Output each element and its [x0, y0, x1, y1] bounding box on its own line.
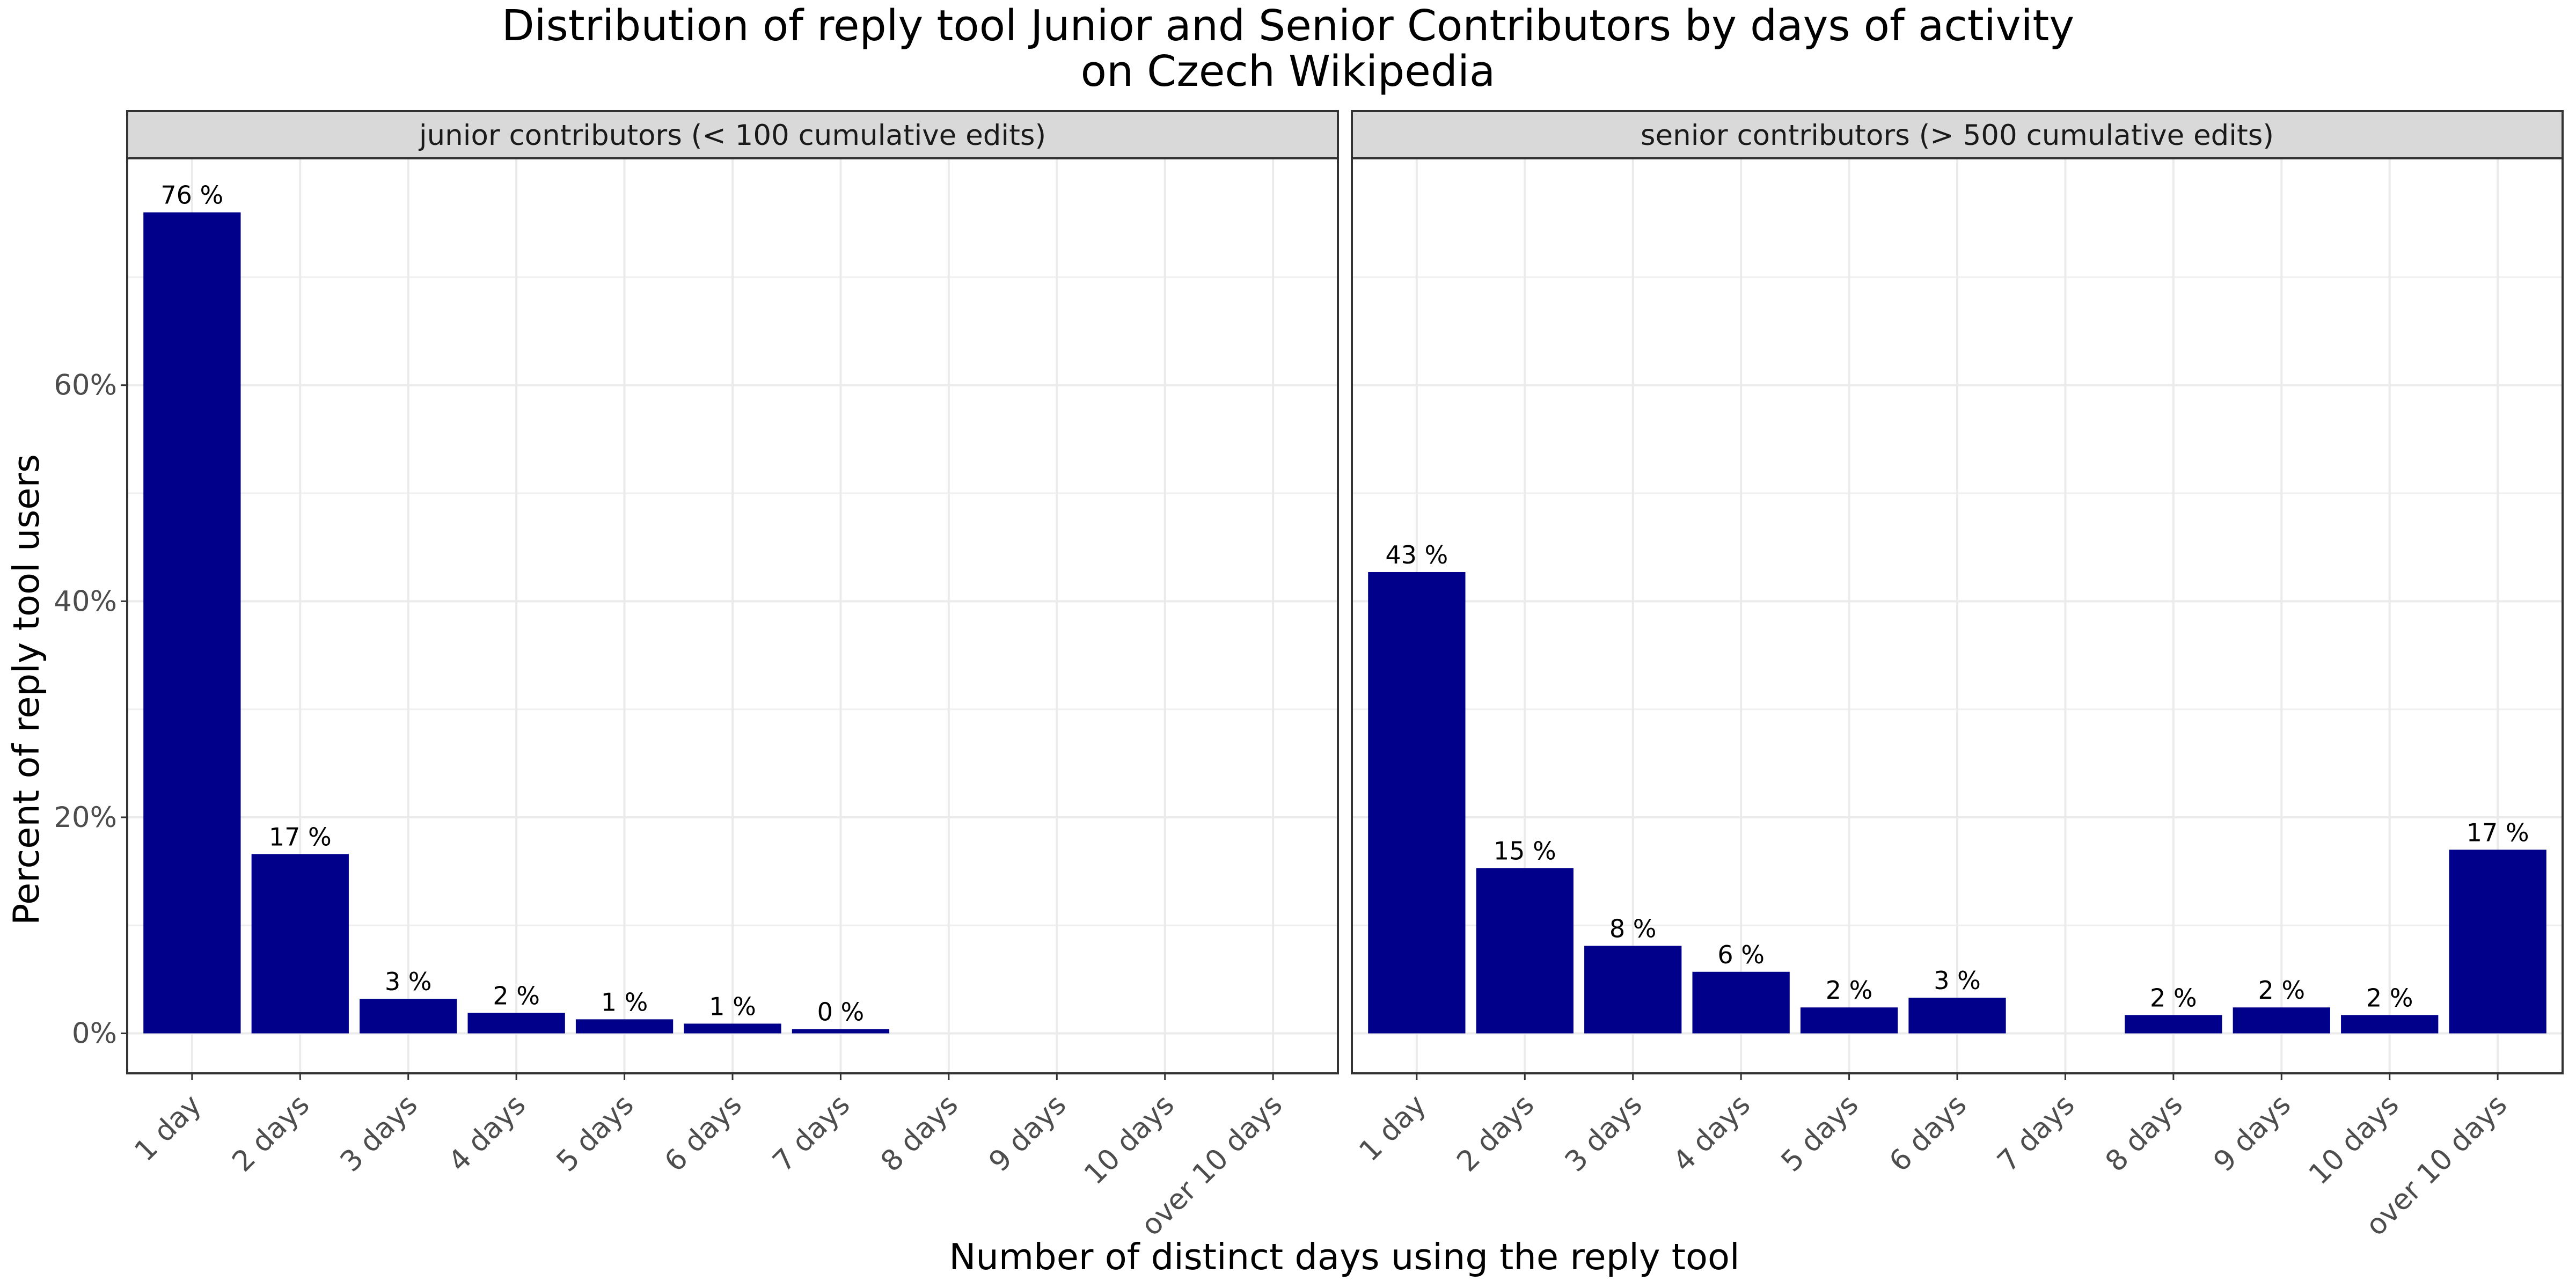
x-tick-label: 3 days	[1559, 1088, 1649, 1178]
data-label: 15 %	[1494, 837, 1556, 866]
facet-panel-2: 43 % 15 % 8 % 6 % 2 % 3 % 2 % 2 % 2 % 17 % senior …	[1351, 110, 2564, 1242]
data-label: 2 %	[493, 981, 540, 1010]
bar	[575, 1019, 674, 1034]
data-label: 2 %	[2258, 976, 2305, 1005]
facet-strip	[126, 110, 1339, 159]
bar	[1584, 946, 1682, 1034]
x-tick-label: 10 days	[2303, 1088, 2405, 1191]
bar	[2233, 1007, 2330, 1034]
facet-panels: 0% 20% 40% 60% 76 % 17 % 3 % 2 % 1 % 1 % 0 % junior…	[54, 110, 2564, 1242]
y-tick-label: 20%	[54, 801, 117, 834]
x-tick-label: 2 days	[226, 1088, 316, 1178]
y-axis-title: Percent of reply tool users	[5, 454, 47, 925]
bar	[143, 212, 241, 1034]
x-tick-label: 2 days	[1451, 1088, 1540, 1178]
bar	[2125, 1015, 2222, 1034]
bar	[2341, 1015, 2439, 1034]
bar	[2449, 850, 2546, 1034]
chart-title-line-2: on Czech Wikipedia	[1081, 47, 1496, 96]
bar	[684, 1023, 781, 1034]
bar	[1908, 998, 2006, 1034]
data-label: 2 %	[1826, 976, 1873, 1005]
x-tick-label: 9 days	[983, 1088, 1072, 1178]
x-tick-label: 7 days	[1991, 1088, 2081, 1178]
x-tick-label: 7 days	[766, 1088, 856, 1178]
bar	[467, 1013, 565, 1034]
data-label: 3 %	[1934, 966, 1981, 995]
x-tick-label: 6 days	[658, 1088, 748, 1178]
x-axis-title: Number of distinct days using the reply …	[949, 1236, 1739, 1278]
x-tick-label: 5 days	[550, 1088, 640, 1178]
data-label: 1 %	[601, 987, 648, 1016]
data-label: 8 %	[1609, 914, 1657, 943]
y-tick-label: 0%	[72, 1018, 117, 1050]
facet-panel-1: 76 % 17 % 3 % 2 % 1 % 1 % 0 % junior contributo…	[126, 110, 1339, 1242]
facet-strip-label: junior contributors (< 100 cumulative ed…	[419, 119, 1046, 152]
data-label: 76 %	[160, 181, 223, 210]
x-tick-label: 1 day	[128, 1088, 208, 1168]
bar	[1476, 868, 1574, 1034]
y-tick-label: 40%	[54, 585, 117, 618]
data-label: 0 %	[817, 997, 865, 1026]
bar	[360, 999, 457, 1034]
x-tick-label: 9 days	[2207, 1088, 2297, 1178]
data-label: 1 %	[709, 992, 756, 1021]
bar	[1368, 572, 1466, 1034]
y-tick-label: 60%	[54, 369, 117, 402]
data-label: 17 %	[269, 822, 332, 851]
x-tick-label: 1 day	[1353, 1088, 1432, 1168]
bar	[792, 1029, 890, 1034]
facet-strip	[1351, 110, 2564, 159]
x-tick-label: 8 days	[875, 1088, 964, 1178]
x-tick-label: 3 days	[334, 1088, 424, 1178]
data-label: 17 %	[2467, 818, 2529, 847]
data-label: 43 %	[1385, 540, 1448, 569]
data-label: 3 %	[385, 967, 432, 996]
data-label: 2 %	[2150, 983, 2197, 1012]
facet-strip-label: senior contributors (> 500 cumulative ed…	[1641, 119, 2274, 152]
data-label: 6 %	[1717, 940, 1765, 969]
x-tick-label: 4 days	[1667, 1088, 1757, 1178]
bar	[1692, 971, 1790, 1034]
data-label: 2 %	[2366, 983, 2413, 1012]
chart-title: Distribution of reply tool Junior and Se…	[502, 1, 2074, 50]
bar	[251, 854, 349, 1034]
x-tick-label: 5 days	[1775, 1088, 1864, 1178]
bar	[1800, 1007, 1898, 1034]
x-tick-label: 6 days	[1883, 1088, 1973, 1178]
x-tick-label: 8 days	[2099, 1088, 2189, 1178]
x-tick-label: 10 days	[1078, 1088, 1181, 1191]
x-tick-label: 4 days	[442, 1088, 532, 1178]
